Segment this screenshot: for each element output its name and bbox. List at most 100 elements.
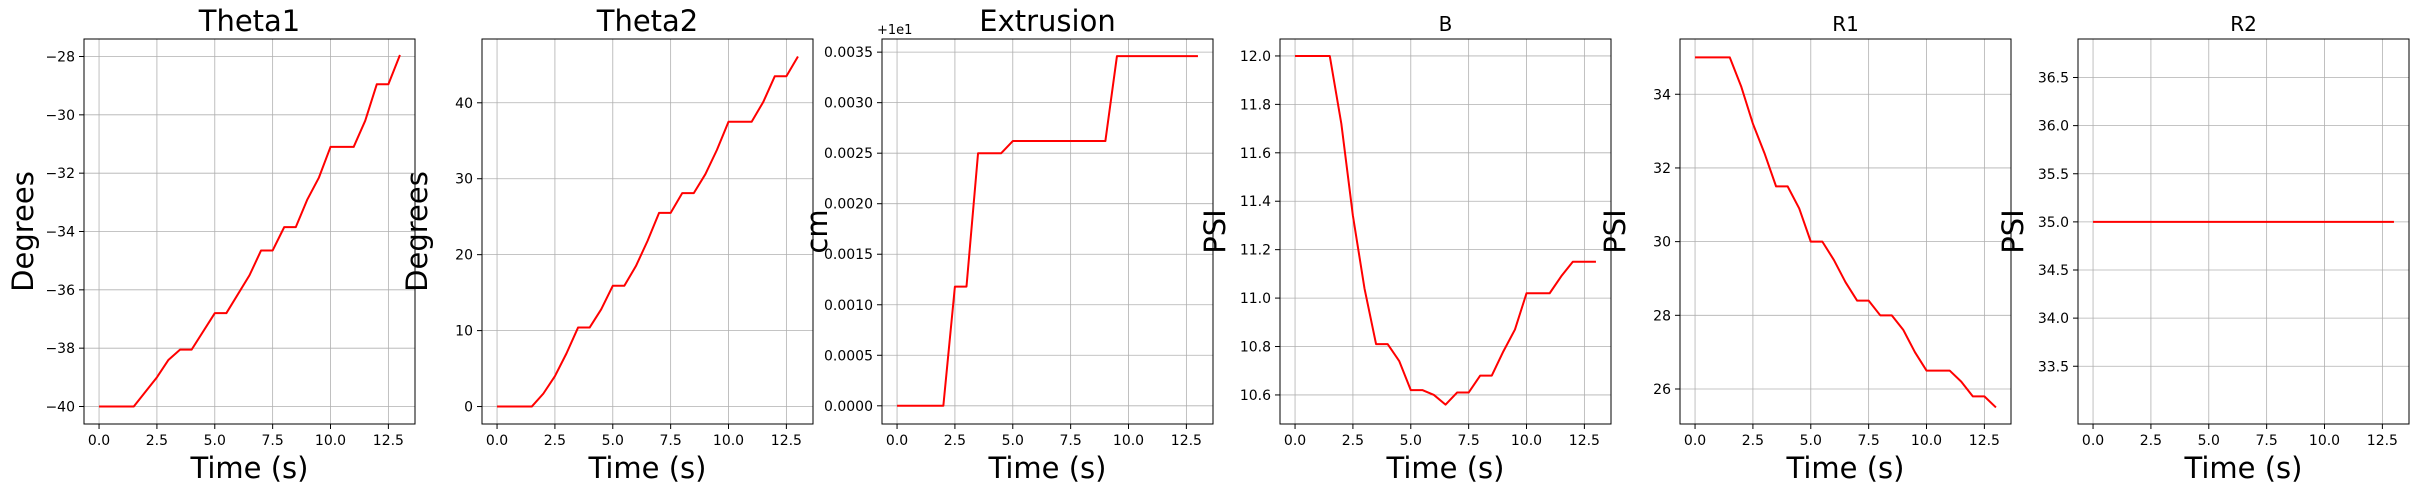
y-tick-label: 32: [1653, 161, 1671, 177]
chart-title: R2: [2230, 12, 2257, 36]
x-axis-label: Time (s): [2184, 451, 2303, 485]
y-tick-label: 11.0: [1240, 291, 1271, 307]
y-tick-label: −32: [45, 166, 75, 182]
x-tick-label: 12.5: [1969, 433, 2000, 449]
y-tick-label: 34.0: [2038, 311, 2069, 327]
y-tick-label: 34: [1653, 87, 1671, 103]
x-axis-label: Time (s): [1386, 451, 1505, 485]
y-tick-label: 0.0015: [824, 247, 873, 263]
y-axis-label: Degrees: [400, 171, 434, 292]
x-tick-label: 10.0: [315, 433, 346, 449]
y-tick-label: 30: [455, 172, 473, 188]
y-tick-label: 30: [1653, 235, 1671, 251]
y-tick-label: 0.0010: [824, 298, 873, 314]
y-tick-label: −36: [45, 283, 75, 299]
x-tick-label: 0.0: [2082, 433, 2104, 449]
y-axis-label: PSI: [1598, 209, 1632, 253]
y-tick-label: 20: [455, 248, 473, 264]
y-tick-label: 36.5: [2038, 71, 2069, 87]
y-tick-label: 0.0035: [824, 45, 873, 61]
chart-title: Theta2: [596, 4, 699, 38]
chart-panel-5: 0.0 2.5 5.0 7.5 10.0 12.5 26 28 30 32 34 R1 Time (s)…: [1598, 12, 2012, 485]
chart-title: Extrusion: [979, 4, 1115, 38]
x-tick-label: 7.5: [262, 433, 284, 449]
x-tick-label: 12.5: [771, 433, 802, 449]
y-tick-label: 35.5: [2038, 167, 2069, 183]
y-tick-label: 11.2: [1240, 243, 1271, 259]
plot-frame: [1279, 38, 1612, 425]
x-tick-label: 5.0: [204, 433, 226, 449]
x-axis-label: Time (s): [588, 451, 707, 485]
chart-title: Theta1: [198, 4, 301, 38]
plot-frame: [2077, 38, 2410, 425]
y-tick-label: 11.8: [1240, 97, 1271, 113]
x-tick-label: 5.0: [2198, 433, 2220, 449]
series-line: [497, 55, 799, 408]
chart-panel-2: 0.0 2.5 5.0 7.5 10.0 12.5 0 10 20 30 40 Theta2 Time …: [400, 4, 814, 485]
x-tick-label: 10.0: [2309, 433, 2340, 449]
series-line: [99, 54, 401, 408]
y-tick-label: 0.0005: [824, 348, 873, 364]
plot-frame: [481, 38, 814, 425]
chart-title: B: [1439, 12, 1453, 36]
x-tick-label: 7.5: [1458, 433, 1480, 449]
y-tick-label: 12.0: [1240, 49, 1271, 65]
chart-panel-6: 0.0 2.5 5.0 7.5 10.0 12.5 33.5 34.0 34.5 35.0 35.5…: [1996, 12, 2410, 485]
plot-frame: [881, 38, 1214, 425]
x-tick-label: 5.0: [1002, 433, 1024, 449]
x-tick-label: 0.0: [1684, 433, 1706, 449]
x-tick-label: 10.0: [1511, 433, 1542, 449]
x-tick-label: 2.5: [146, 433, 168, 449]
y-tick-label: 0: [464, 400, 473, 416]
x-tick-label: 2.5: [544, 433, 566, 449]
x-tick-label: 7.5: [1858, 433, 1880, 449]
x-tick-label: 10.0: [713, 433, 744, 449]
y-tick-label: 33.5: [2038, 359, 2069, 375]
x-tick-label: 7.5: [1060, 433, 1082, 449]
y-axis-label: Degrees: [6, 171, 40, 292]
x-tick-label: 2.5: [1742, 433, 1764, 449]
y-tick-label: 10.8: [1240, 340, 1271, 356]
x-tick-label: 0.0: [486, 433, 508, 449]
x-tick-label: 2.5: [1342, 433, 1364, 449]
y-tick-label: 10: [455, 324, 473, 340]
y-tick-label: 35.0: [2038, 215, 2069, 231]
chart-panel-1: 0.0 2.5 5.0 7.5 10.0 12.5 −40 −38 −36 −34 −32 −30 −2…: [6, 4, 416, 485]
y-offset-label: +1e1: [877, 23, 912, 38]
x-tick-label: 5.0: [602, 433, 624, 449]
x-tick-label: 10.0: [1113, 433, 1144, 449]
x-tick-label: 12.5: [373, 433, 404, 449]
chart-panel-3: 0.0 2.5 5.0 7.5 10.0 12.5 0.0000 0.0005 0.0010 0.…: [800, 4, 1214, 485]
x-tick-label: 0.0: [88, 433, 110, 449]
y-tick-label: 0.0025: [824, 146, 873, 162]
x-axis-label: Time (s): [190, 451, 309, 485]
x-tick-label: 2.5: [2140, 433, 2162, 449]
y-tick-label: 10.6: [1240, 388, 1271, 404]
plot-frame: [1679, 38, 2012, 425]
y-tick-label: −34: [45, 225, 75, 241]
x-tick-label: 12.5: [2367, 433, 2398, 449]
y-axis-label: PSI: [1996, 209, 2030, 253]
x-tick-label: 0.0: [886, 433, 908, 449]
series-line: [1295, 54, 1596, 406]
x-tick-label: 7.5: [660, 433, 682, 449]
x-tick-label: 7.5: [2256, 433, 2278, 449]
series-line: [897, 55, 1198, 407]
y-tick-label: −38: [45, 341, 75, 357]
y-tick-label: −40: [45, 400, 75, 416]
y-tick-label: 11.6: [1240, 146, 1271, 162]
y-tick-label: 11.4: [1240, 194, 1271, 210]
x-tick-label: 5.0: [1800, 433, 1822, 449]
x-tick-label: 12.5: [1569, 433, 1600, 449]
y-tick-label: 28: [1653, 308, 1671, 324]
y-tick-label: 0.0000: [824, 399, 873, 415]
series-line: [1695, 56, 1997, 409]
y-tick-label: −28: [45, 50, 75, 66]
x-tick-label: 5.0: [1400, 433, 1422, 449]
y-axis-label: PSI: [1198, 209, 1232, 253]
y-tick-label: 0.0020: [824, 197, 873, 213]
y-tick-label: −30: [45, 108, 75, 124]
y-tick-label: 34.5: [2038, 263, 2069, 279]
